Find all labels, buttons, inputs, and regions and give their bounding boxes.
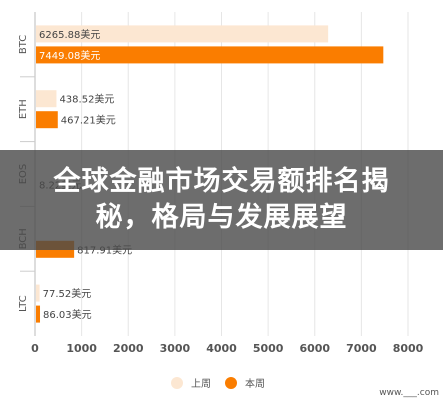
legend-marker-this-week <box>225 377 237 389</box>
data-label: 86.03美元 <box>43 308 92 321</box>
x-tick-label: 4000 <box>206 342 237 355</box>
legend-marker-last-week <box>171 377 183 389</box>
data-label: 467.21美元 <box>61 114 116 127</box>
x-tick-label: 2000 <box>113 342 144 355</box>
x-tick-label: 8000 <box>393 342 424 355</box>
bar-last-week-eth <box>36 90 57 108</box>
banner-title: 全球金融市场交易额排名揭秘，格局与发展展望 <box>53 166 390 233</box>
x-tick-label: 5000 <box>253 342 284 355</box>
y-category-label: LTC <box>18 295 29 312</box>
x-tick-label: 1000 <box>66 342 97 355</box>
data-label: 438.52美元 <box>59 93 114 106</box>
x-tick-label: 0 <box>31 342 39 355</box>
bar-this-week-eth <box>36 111 58 129</box>
bar-this-week-btc <box>36 46 384 64</box>
x-tick-label: 6000 <box>299 342 330 355</box>
y-category-label: ETH <box>18 99 29 119</box>
y-category-label: BTC <box>18 35 29 54</box>
data-label: 6265.88美元 <box>39 28 100 41</box>
bar-last-week-ltc <box>36 284 40 302</box>
title-banner: 全球金融市场交易额排名揭秘，格局与发展展望 <box>0 150 443 250</box>
legend-label: 上周 <box>191 378 211 390</box>
bar-this-week-ltc <box>36 305 41 323</box>
bar-last-week-btc <box>36 25 329 43</box>
legend-label: 本周 <box>245 377 265 390</box>
data-label: 7449.08美元 <box>39 49 100 62</box>
x-tick-label: 3000 <box>160 342 191 355</box>
data-label: 77.52美元 <box>43 287 92 300</box>
x-tick-label: 7000 <box>346 342 377 355</box>
watermark: www.___.com <box>379 388 439 398</box>
